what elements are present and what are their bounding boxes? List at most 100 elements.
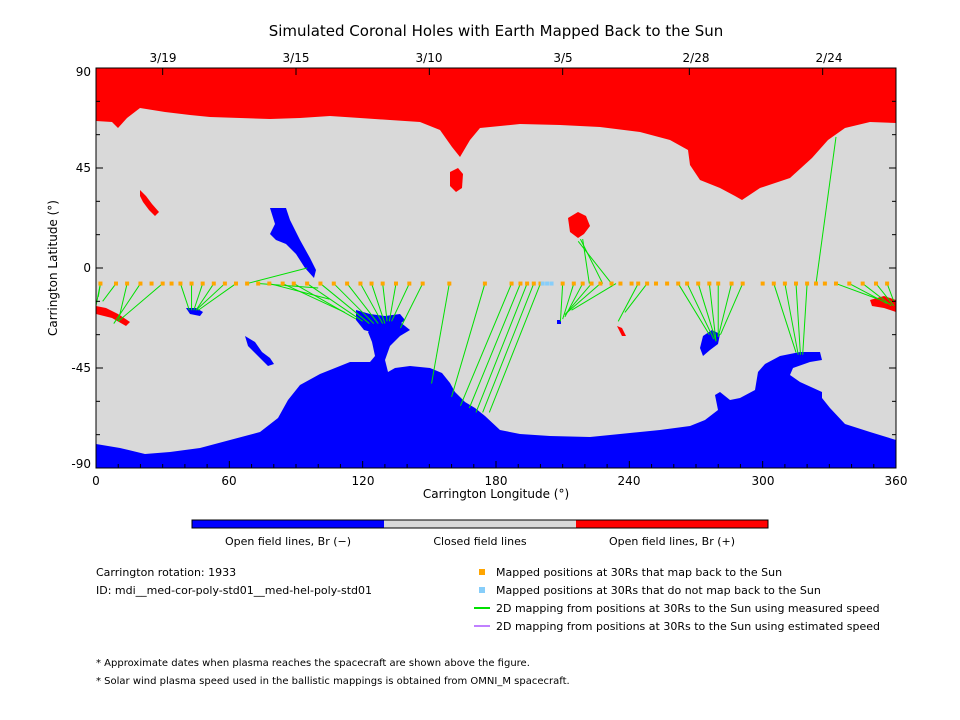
mapping-line (566, 283, 601, 313)
mapping-line (717, 283, 733, 338)
mapping-line (360, 283, 384, 324)
unmapped-point (549, 281, 554, 286)
x-tick-label: 120 (352, 474, 375, 488)
mapping-line (475, 283, 528, 413)
mapped-point (234, 281, 238, 286)
mapping-line (459, 283, 513, 406)
mapping-line (282, 283, 346, 313)
mapped-point (874, 281, 878, 286)
mapped-point (609, 281, 614, 286)
positive-hole-equatorial (568, 212, 590, 238)
mapping-line (399, 283, 424, 329)
footnote-dates: * Approximate dates when plasma reaches … (96, 658, 530, 669)
mapped-point (885, 281, 890, 286)
x-tick-label: 300 (752, 474, 775, 488)
positive-hole-southwest (96, 306, 130, 326)
mapping-line (96, 283, 101, 306)
footnote-speed: * Solar wind plasma speed used in the ba… (96, 676, 570, 687)
mapped-point (189, 281, 194, 286)
mapped-point (267, 281, 272, 286)
mapped-point (149, 281, 154, 286)
mapped-points (98, 281, 890, 286)
mapping-line (677, 283, 710, 335)
mapped-point (822, 281, 827, 286)
mapped-point (531, 281, 536, 286)
mapped-point (598, 281, 603, 286)
mapped-point (222, 281, 227, 286)
mapped-point (138, 281, 143, 286)
mapping-line (802, 283, 808, 355)
carrington-rotation: Carrington rotation: 1933 (96, 566, 236, 579)
mapped-point (305, 281, 310, 286)
legend-label-measured: 2D mapping from positions at 30Rs to the… (496, 602, 880, 615)
legend-label-unmapped: Mapped positions at 30Rs that do not map… (496, 584, 821, 597)
mapped-point (814, 281, 818, 286)
mapped-point (665, 281, 670, 286)
mapped-point (160, 281, 165, 286)
legend-swatch-mapped (479, 569, 485, 575)
mapping-line (559, 283, 564, 322)
mapped-point (580, 281, 585, 286)
negative-hole-strip (245, 336, 274, 366)
mapped-point (482, 281, 487, 286)
colorbar-label-positive: Open field lines, Br (+) (609, 535, 735, 548)
mapped-point (560, 281, 565, 286)
mapped-point (345, 281, 350, 286)
mapped-point (291, 281, 296, 286)
y-tick-label: -45 (71, 361, 91, 375)
mapping-line (320, 283, 370, 324)
mapped-point (629, 281, 634, 286)
positive-hole-north (450, 168, 463, 192)
mapped-point (654, 281, 658, 286)
x-tick-label: 0 (92, 474, 100, 488)
positive-hole-diagonal (140, 190, 159, 216)
mapping-line (179, 283, 190, 311)
mapping-line (293, 283, 357, 320)
mapping-line (795, 283, 801, 355)
mapping-line (624, 283, 648, 313)
axis-ticks (95, 67, 897, 469)
mapping-line (564, 283, 592, 315)
colorbar-label-closed: Closed field lines (433, 535, 527, 548)
legend: Mapped positions at 30Rs that map back t… (474, 566, 880, 633)
mapping-line (686, 283, 715, 340)
x-tick-label: 360 (885, 474, 908, 488)
mapped-point (782, 281, 787, 286)
mapped-point (847, 281, 852, 286)
x-axis-label: Carrington Longitude (°) (423, 487, 569, 501)
legend-swatch-unmapped (479, 587, 485, 593)
mapping-line (886, 283, 895, 302)
mapped-point (169, 281, 174, 286)
mapped-point (509, 281, 514, 286)
top-date-label: 2/24 (816, 51, 843, 65)
mapped-point (760, 281, 765, 286)
mapping-line (197, 283, 237, 311)
mapped-point (98, 281, 103, 286)
mapping-line (875, 283, 895, 307)
mapped-point (280, 281, 285, 286)
unmapped-point (540, 281, 545, 286)
top-date-label: 3/19 (150, 51, 177, 65)
mapping-line (371, 283, 386, 324)
mapped-point (114, 281, 118, 286)
mapped-point (211, 281, 216, 286)
colorbar: Open field lines, Br (−) Closed field li… (191, 519, 769, 548)
mapping-line (708, 283, 717, 342)
coronal-hole-map (96, 68, 896, 468)
mapping-line (193, 283, 204, 311)
mapping-line (835, 283, 879, 300)
negative-hole-center (356, 310, 405, 334)
mapping-lines (96, 136, 895, 413)
mapped-point (740, 281, 745, 286)
negative-hole-tongue (270, 208, 316, 278)
south-polar-hole-negative (96, 320, 896, 468)
mapped-point (178, 281, 183, 286)
mapping-line (784, 283, 799, 355)
mapping-line (488, 283, 541, 413)
unmapped-point (545, 281, 550, 286)
mapping-line (246, 267, 308, 285)
mapping-line (482, 283, 535, 413)
mapping-line (333, 283, 375, 324)
mapped-point (589, 281, 594, 286)
